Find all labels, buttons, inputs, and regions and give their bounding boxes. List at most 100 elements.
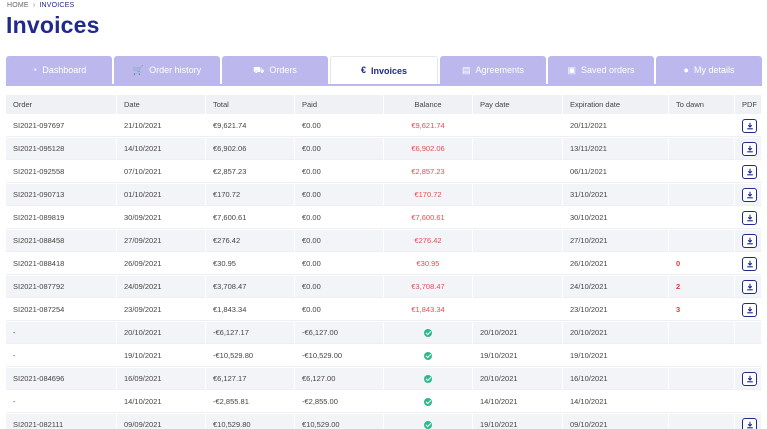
tab-orders[interactable]: ⛟ Orders (222, 56, 328, 84)
tab-label: Order history (149, 65, 202, 75)
tab-order-history[interactable]: 🛒 Order history (114, 56, 220, 84)
table-row: -19/10/2021 -€10,529.80 -€10,529.00 19/10/2… (6, 344, 762, 367)
total-cell: €1,843.34 (206, 298, 295, 321)
expiration-date-cell: 09/10/2021 (563, 413, 669, 429)
pdf-download-button[interactable] (742, 164, 757, 179)
tab-dashboard[interactable]: ◔ Dashboard (6, 56, 112, 84)
to-dawn-cell (669, 390, 735, 413)
paid-check-icon (424, 375, 432, 383)
paid-cell: €6,127.00 (295, 367, 384, 390)
tab-label: Saved orders (580, 65, 635, 75)
page-title: Invoices (6, 12, 100, 38)
balance-cell: €7,600.61 (384, 206, 473, 229)
total-cell: €3,708.47 (206, 275, 295, 298)
pay-date-cell: 20/10/2021 (473, 321, 563, 344)
paid-cell: €0.00 (295, 137, 384, 160)
tab-my-details[interactable]: ● My details (656, 56, 762, 84)
pdf-cell (735, 390, 762, 413)
paid-cell: €0.00 (295, 183, 384, 206)
total-cell: €10,529.80 (206, 413, 295, 429)
date-cell: 19/10/2021 (117, 344, 206, 367)
to-dawn-cell: 0 (669, 252, 735, 275)
paid-cell: -€10,529.00 (295, 344, 384, 367)
pdf-download-button[interactable] (742, 279, 757, 294)
tab-invoices[interactable]: € Invoices (330, 56, 438, 84)
pdf-download-button[interactable] (742, 256, 757, 271)
download-icon (746, 421, 753, 428)
total-cell: €170.72 (206, 183, 295, 206)
pay-date-cell (473, 298, 563, 321)
pdf-download-button[interactable] (742, 233, 757, 248)
balance-cell (384, 321, 473, 344)
pay-date-cell: 20/10/2021 (473, 367, 563, 390)
download-icon (746, 375, 753, 382)
header-balance: Balance (384, 95, 473, 114)
breadcrumb-current: INVOICES (39, 2, 75, 9)
table-row: SI2021-092558 07/10/2021 €2,857.23 €0.00 €2,… (6, 160, 762, 183)
date-cell: 23/09/2021 (117, 298, 206, 321)
table-row: SI2021-090713 01/10/2021 €170.72 €0.00 €170.… (6, 183, 762, 206)
header-expiration-date: Expiration date (563, 95, 669, 114)
invoices-table-wrap: Order Date Total Paid Balance Pay date E… (6, 95, 762, 429)
table-row: SI2021-089819 30/09/2021 €7,600.61 €0.00 €7,… (6, 206, 762, 229)
table-row: -20/10/2021 -€6,127.17 -€6,127.00 20/10/202… (6, 321, 762, 344)
tab-agreements[interactable]: ▤ Agreements (440, 56, 546, 84)
balance-cell: €6,902.06 (384, 137, 473, 160)
order-cell: SI2021-087254 (6, 298, 117, 321)
paid-cell: €0.00 (295, 114, 384, 137)
to-dawn-cell (669, 344, 735, 367)
order-cell: SI2021-097697 (6, 114, 117, 137)
pay-date-cell (473, 183, 563, 206)
paid-check-icon (424, 421, 432, 429)
order-cell: - (6, 344, 117, 367)
pdf-cell (735, 252, 762, 275)
pdf-cell (735, 183, 762, 206)
date-cell: 16/09/2021 (117, 367, 206, 390)
expiration-date-cell: 26/10/2021 (563, 252, 669, 275)
pdf-download-button[interactable] (742, 187, 757, 202)
order-cell: SI2021-084696 (6, 367, 117, 390)
order-cell: SI2021-089819 (6, 206, 117, 229)
pdf-cell (735, 206, 762, 229)
tab-saved-orders[interactable]: ▣ Saved orders (548, 56, 654, 84)
pdf-download-button[interactable] (742, 118, 757, 133)
pdf-download-button[interactable] (742, 302, 757, 317)
header-paid: Paid (295, 95, 384, 114)
save-icon: ▣ (567, 64, 576, 75)
balance-cell: €1,843.34 (384, 298, 473, 321)
total-cell: €9,621.74 (206, 114, 295, 137)
breadcrumb-home-link[interactable]: HOME (7, 2, 29, 9)
pdf-cell (735, 344, 762, 367)
tab-label: Agreements (475, 65, 525, 75)
expiration-date-cell: 30/10/2021 (563, 206, 669, 229)
pdf-download-button[interactable] (742, 417, 757, 429)
paid-cell: €0.00 (295, 252, 384, 275)
total-cell: €6,902.06 (206, 137, 295, 160)
header-order: Order (6, 95, 117, 114)
download-icon (746, 214, 753, 221)
pdf-download-button[interactable] (742, 141, 757, 156)
pdf-cell (735, 160, 762, 183)
paid-cell: €0.00 (295, 275, 384, 298)
expiration-date-cell: 14/10/2021 (563, 390, 669, 413)
total-cell: €30.95 (206, 252, 295, 275)
pdf-cell (735, 367, 762, 390)
total-cell: -€6,127.17 (206, 321, 295, 344)
tabs-underline (6, 84, 762, 86)
order-cell: SI2021-087792 (6, 275, 117, 298)
expiration-date-cell: 13/11/2021 (563, 137, 669, 160)
total-cell: -€2,855.81 (206, 390, 295, 413)
balance-cell: €170.72 (384, 183, 473, 206)
to-dawn-cell: 2 (669, 275, 735, 298)
header-pdf: PDF (735, 95, 762, 114)
paid-check-icon (424, 398, 432, 406)
pdf-download-button[interactable] (742, 210, 757, 225)
pdf-download-button[interactable] (742, 371, 757, 386)
table-row: SI2021-087792 24/09/2021 €3,708.47 €0.00 €3,… (6, 275, 762, 298)
expiration-date-cell: 20/11/2021 (563, 114, 669, 137)
expiration-date-cell: 24/10/2021 (563, 275, 669, 298)
table-row: SI2021-095128 14/10/2021 €6,902.06 €0.00 €6,… (6, 137, 762, 160)
to-dawn-cell (669, 206, 735, 229)
paid-check-icon (424, 352, 432, 360)
truck-icon: ⛟ (253, 64, 265, 75)
